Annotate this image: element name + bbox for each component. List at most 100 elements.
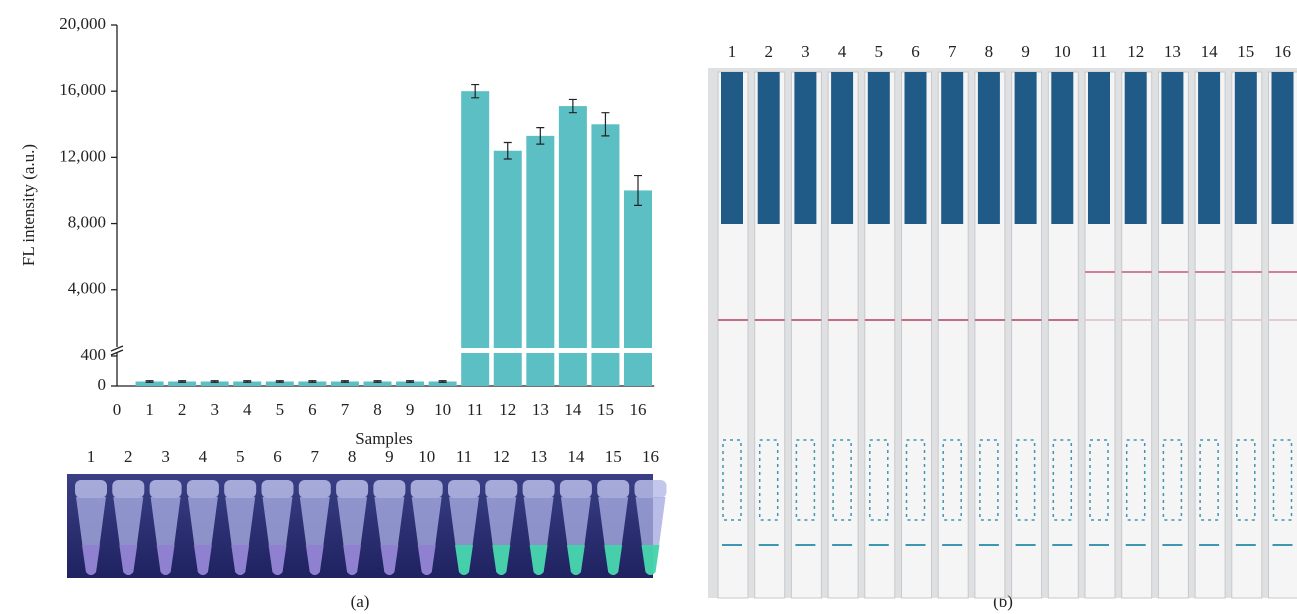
x-tick-label: 9 (406, 400, 415, 419)
y-tick-label: 0 (98, 375, 107, 394)
x-tick-label: 16 (630, 400, 647, 419)
tube-label: 13 (530, 447, 547, 466)
strip-top (1051, 72, 1073, 224)
x-tick-label: 14 (564, 400, 582, 419)
strip-label: 11 (1091, 42, 1107, 61)
tube-label: 4 (199, 447, 208, 466)
tube-label: 7 (311, 447, 320, 466)
strip-top (868, 72, 890, 224)
tube-cap (523, 480, 555, 498)
x-tick-label: 3 (210, 400, 219, 419)
strip-top (1235, 72, 1257, 224)
tube-label: 15 (605, 447, 622, 466)
tube-cap (75, 480, 107, 498)
strip-top (831, 72, 853, 224)
strip-label: 8 (985, 42, 994, 61)
tube-cap (187, 480, 219, 498)
strip-label: 5 (875, 42, 884, 61)
x-tick-label: 15 (597, 400, 614, 419)
strip-label: 15 (1237, 42, 1254, 61)
y-tick-label: 8,000 (68, 212, 106, 231)
strip-top (1125, 72, 1147, 224)
strip-top (941, 72, 963, 224)
tube-label: 10 (418, 447, 435, 466)
y-axis-label: FL intensity (a.u.) (19, 144, 38, 266)
strip-top (1088, 72, 1110, 224)
tube-cap (597, 480, 629, 498)
tube-cap (262, 480, 294, 498)
strip-label: 4 (838, 42, 847, 61)
tube-cap (112, 480, 144, 498)
tube-label: 14 (567, 447, 585, 466)
tube-label: 9 (385, 447, 394, 466)
x-axis-label: Samples (355, 429, 413, 448)
x-tick-label: 6 (308, 400, 317, 419)
bar (461, 91, 489, 386)
strip-label: 9 (1021, 42, 1030, 61)
x-tick-label: 4 (243, 400, 252, 419)
tube-label: 16 (642, 447, 659, 466)
tube-label: 1 (87, 447, 96, 466)
strip-top (1161, 72, 1183, 224)
strip-top (758, 72, 780, 224)
y-tick-label: 20,000 (59, 14, 106, 33)
strip-label: 16 (1274, 42, 1291, 61)
x-tick-label: 1 (145, 400, 154, 419)
bar-break (525, 348, 555, 353)
bar (624, 190, 652, 386)
bar-break (623, 348, 653, 353)
tube-cap (411, 480, 443, 498)
strip-top (905, 72, 927, 224)
tube-label: 3 (161, 447, 170, 466)
strip-label: 14 (1201, 42, 1219, 61)
x-tick-label: 8 (373, 400, 382, 419)
tube-cap (485, 480, 517, 498)
strip-label: 10 (1054, 42, 1071, 61)
x-tick-label: 12 (499, 400, 516, 419)
tube-label: 5 (236, 447, 245, 466)
strip-label: 7 (948, 42, 957, 61)
y-tick-label: 16,000 (59, 80, 106, 99)
strip-top (1272, 72, 1294, 224)
strip-top (721, 72, 743, 224)
tube-cap (150, 480, 182, 498)
x-tick-label: 7 (341, 400, 350, 419)
x-tick-label: 5 (276, 400, 285, 419)
tube-label: 12 (493, 447, 510, 466)
tube-cap (373, 480, 405, 498)
tube-label: 11 (456, 447, 472, 466)
strip-top (1198, 72, 1220, 224)
bar (591, 124, 619, 386)
x-tick-label: 11 (467, 400, 483, 419)
tube-cap (448, 480, 480, 498)
x-tick-label: 0 (113, 400, 122, 419)
x-tick-label: 10 (434, 400, 451, 419)
strip-top (978, 72, 1000, 224)
strip-label: 12 (1127, 42, 1144, 61)
tube-cap (635, 480, 667, 498)
bar-break (590, 348, 620, 353)
tube-cap (299, 480, 331, 498)
tube-label: 8 (348, 447, 357, 466)
x-tick-label: 2 (178, 400, 187, 419)
tube-label: 2 (124, 447, 133, 466)
strip-top (1015, 72, 1037, 224)
strip-label: 13 (1164, 42, 1181, 61)
strip-label: 2 (764, 42, 773, 61)
bar (559, 106, 587, 386)
figure: (a) (b) FL intensity (a.u.) Samples 0400… (0, 0, 1297, 614)
tube-cap (560, 480, 592, 498)
bar-break (460, 348, 490, 353)
x-tick-label: 13 (532, 400, 549, 419)
strip-label: 3 (801, 42, 810, 61)
strip-top (794, 72, 816, 224)
page: {"chart_data": {"type": "bar", "ylabel":… (0, 0, 1297, 614)
strip-label: 1 (728, 42, 737, 61)
panel-label: (a) (351, 592, 370, 611)
y-tick-label: 12,000 (59, 146, 106, 165)
bar-break (493, 348, 523, 353)
y-tick-label: 400 (81, 345, 107, 364)
bar-break (558, 348, 588, 353)
tube-label: 6 (273, 447, 282, 466)
strip-label: 6 (911, 42, 920, 61)
